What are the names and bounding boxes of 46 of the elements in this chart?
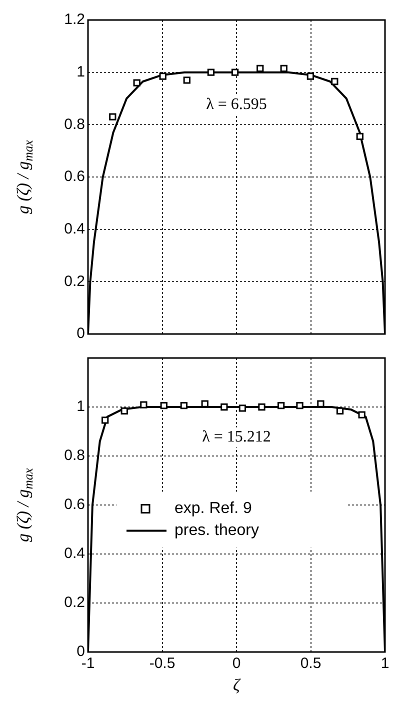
point bbox=[277, 402, 285, 410]
point bbox=[220, 403, 228, 411]
y-tick-label: 0.8 bbox=[64, 447, 85, 464]
point bbox=[231, 68, 239, 76]
point bbox=[280, 64, 288, 72]
x-axis-title: ζ bbox=[233, 675, 242, 694]
point bbox=[133, 79, 140, 86]
point bbox=[160, 402, 168, 410]
point bbox=[356, 132, 364, 140]
point bbox=[159, 72, 166, 80]
annotation: λ = 6.595 bbox=[206, 96, 267, 113]
y-tick-label: 0.6 bbox=[64, 168, 85, 186]
y-tick-label: 0.2 bbox=[64, 594, 85, 612]
y-tick-label: 0.4 bbox=[64, 545, 85, 562]
x-tick-label: 0.5 bbox=[300, 655, 322, 672]
point bbox=[358, 411, 366, 418]
point bbox=[306, 72, 314, 80]
x-tick-label: -0.5 bbox=[149, 655, 176, 672]
point bbox=[256, 64, 264, 72]
point bbox=[331, 78, 338, 86]
point bbox=[258, 403, 266, 411]
point bbox=[102, 416, 109, 424]
point bbox=[120, 407, 128, 414]
point bbox=[238, 404, 246, 412]
legend-label: pres. theory bbox=[174, 522, 259, 540]
y-tick-label: 1 bbox=[76, 398, 85, 416]
point bbox=[183, 76, 190, 84]
y-tick-label: 0.4 bbox=[64, 220, 85, 238]
point bbox=[207, 68, 215, 76]
y-axis-title: g (ζ) / gmax bbox=[13, 468, 36, 542]
point bbox=[109, 113, 116, 120]
x-tick-label: 0 bbox=[232, 655, 241, 672]
y-tick-label: 0.8 bbox=[64, 116, 85, 133]
y-axis-title: g (ζ) / gmax bbox=[13, 140, 36, 214]
point bbox=[180, 402, 188, 410]
legend-label: exp. Ref. 9 bbox=[174, 500, 252, 518]
x-tick-label: 1 bbox=[380, 655, 390, 672]
y-tick-label: 1.2 bbox=[64, 11, 85, 28]
point bbox=[296, 402, 304, 410]
y-tick-label: 0.2 bbox=[64, 272, 85, 290]
point bbox=[140, 401, 148, 408]
y-tick-label: 0.6 bbox=[64, 496, 85, 514]
point bbox=[336, 407, 344, 414]
annotation: λ = 15.212 bbox=[202, 428, 271, 446]
y-tick-label: 1 bbox=[76, 63, 85, 80]
y-tick-label: 0 bbox=[76, 325, 85, 342]
